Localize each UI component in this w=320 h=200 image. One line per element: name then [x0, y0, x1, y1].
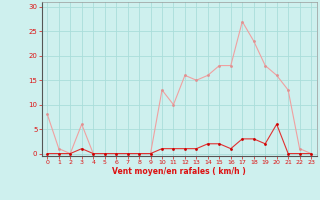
X-axis label: Vent moyen/en rafales ( km/h ): Vent moyen/en rafales ( km/h ) — [112, 167, 246, 176]
